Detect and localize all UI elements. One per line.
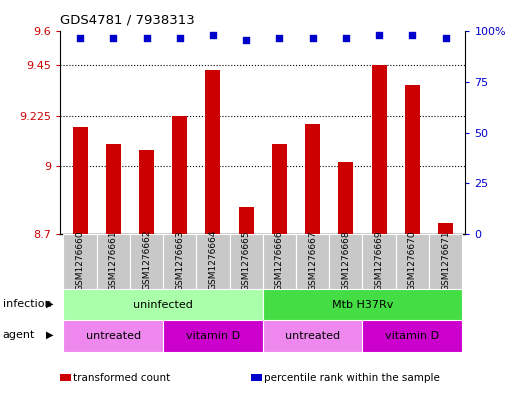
- Point: [342, 34, 350, 40]
- Bar: [196, 234, 230, 289]
- Text: agent: agent: [3, 330, 35, 340]
- Text: GSM1276670: GSM1276670: [408, 230, 417, 290]
- Text: percentile rank within the sample: percentile rank within the sample: [264, 373, 440, 383]
- Text: GDS4781 / 7938313: GDS4781 / 7938313: [60, 14, 195, 27]
- Text: Mtb H37Rv: Mtb H37Rv: [332, 299, 393, 310]
- Bar: [362, 320, 462, 352]
- Text: untreated: untreated: [86, 331, 141, 341]
- Point: [142, 34, 151, 40]
- Bar: [172, 116, 187, 234]
- Bar: [139, 149, 154, 234]
- Bar: [296, 234, 329, 289]
- Point: [441, 34, 450, 40]
- Bar: [272, 144, 287, 234]
- Bar: [372, 65, 386, 234]
- Point: [76, 34, 84, 40]
- Text: GSM1276671: GSM1276671: [441, 230, 450, 290]
- Point: [176, 34, 184, 40]
- Bar: [106, 144, 121, 234]
- Text: GSM1276666: GSM1276666: [275, 230, 284, 290]
- Text: GSM1276660: GSM1276660: [76, 230, 85, 290]
- Bar: [438, 222, 453, 234]
- Bar: [263, 289, 462, 320]
- Text: uninfected: uninfected: [133, 299, 193, 310]
- Text: infection: infection: [3, 299, 51, 309]
- Point: [209, 32, 217, 39]
- Bar: [329, 234, 362, 289]
- Text: ▶: ▶: [46, 299, 53, 309]
- Text: GSM1276665: GSM1276665: [242, 230, 251, 290]
- Text: ▶: ▶: [46, 330, 53, 340]
- Bar: [238, 207, 254, 234]
- Bar: [63, 234, 97, 289]
- Bar: [130, 234, 163, 289]
- Bar: [338, 162, 354, 234]
- Text: transformed count: transformed count: [73, 373, 170, 383]
- Bar: [263, 234, 296, 289]
- Point: [109, 34, 118, 40]
- Point: [375, 32, 383, 39]
- Point: [242, 37, 251, 43]
- Text: GSM1276669: GSM1276669: [374, 230, 383, 290]
- Bar: [163, 234, 196, 289]
- Text: untreated: untreated: [285, 331, 340, 341]
- Text: GSM1276662: GSM1276662: [142, 230, 151, 290]
- Bar: [97, 234, 130, 289]
- Bar: [230, 234, 263, 289]
- Text: GSM1276668: GSM1276668: [342, 230, 350, 290]
- Point: [275, 34, 283, 40]
- Text: vitamin D: vitamin D: [385, 331, 439, 341]
- Bar: [396, 234, 429, 289]
- Text: GSM1276664: GSM1276664: [209, 230, 218, 290]
- Text: GSM1276667: GSM1276667: [308, 230, 317, 290]
- Bar: [73, 127, 87, 234]
- Text: vitamin D: vitamin D: [186, 331, 240, 341]
- Text: GSM1276661: GSM1276661: [109, 230, 118, 290]
- Bar: [206, 70, 221, 234]
- Text: GSM1276663: GSM1276663: [175, 230, 184, 290]
- Bar: [163, 320, 263, 352]
- Bar: [429, 234, 462, 289]
- Point: [408, 32, 416, 39]
- Bar: [305, 124, 320, 234]
- Bar: [405, 85, 420, 234]
- Bar: [63, 320, 163, 352]
- Bar: [263, 320, 362, 352]
- Bar: [362, 234, 396, 289]
- Point: [309, 34, 317, 40]
- Bar: [63, 289, 263, 320]
